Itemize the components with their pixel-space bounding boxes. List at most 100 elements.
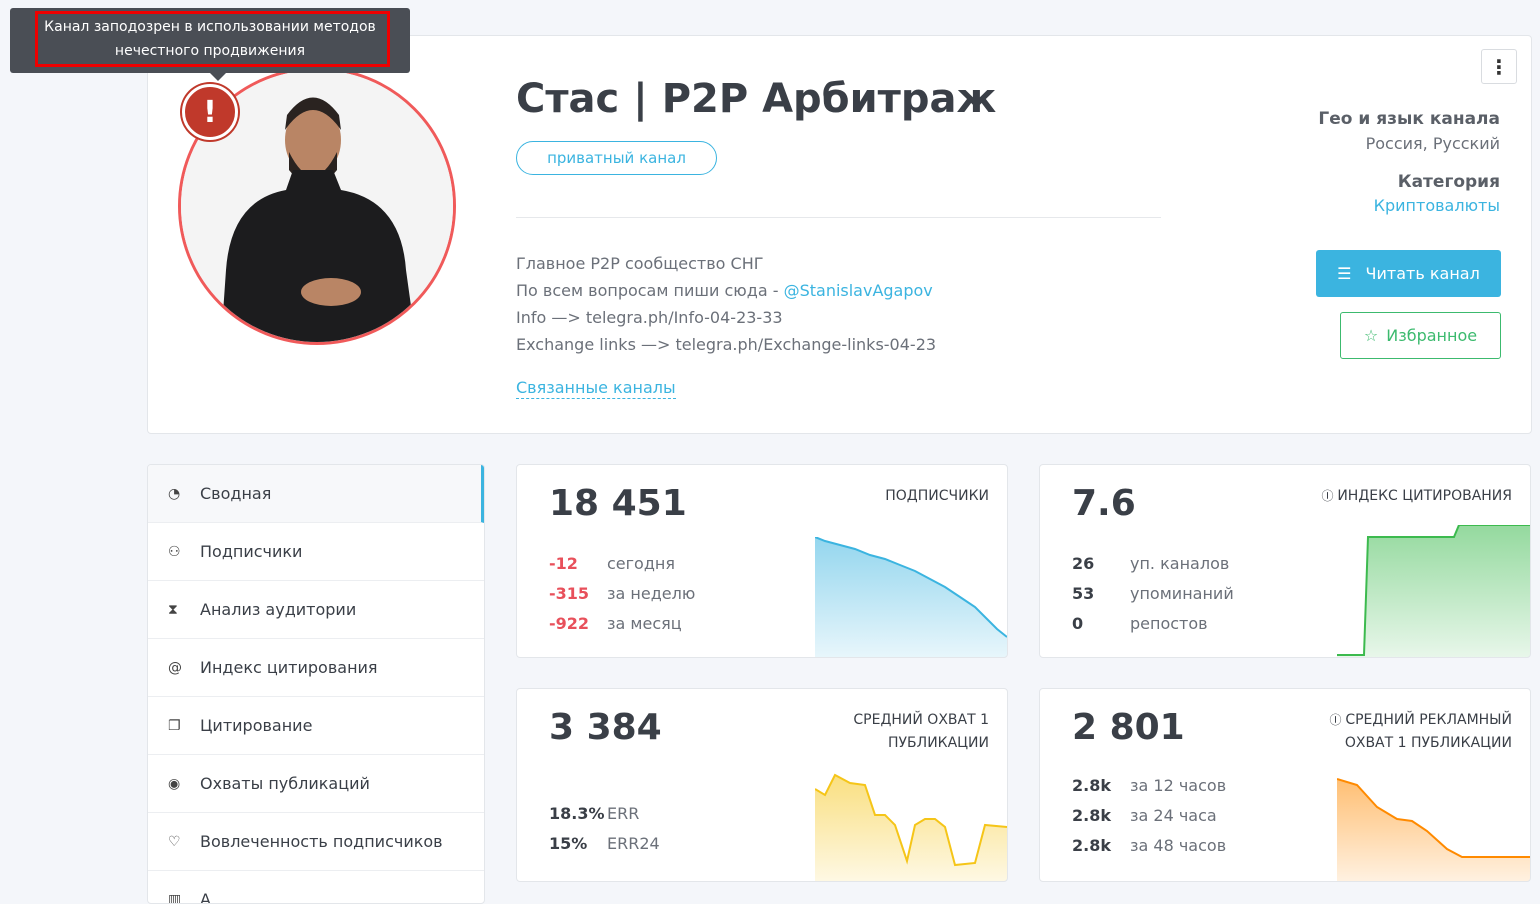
sidebar-nav: ◔Сводная⚇Подписчики⧗Анализ аудитории@Инд…	[147, 464, 485, 904]
desc-line: Exchange links —> telegra.ph/Exchange-li…	[516, 331, 936, 358]
card-title-text: средний рекламный охват 1 публикации	[1345, 712, 1512, 751]
favorite-button[interactable]: ☆ Избранное	[1340, 312, 1501, 359]
stat-label: репостов	[1130, 614, 1208, 633]
sidebar-item[interactable]: ⚇Подписчики	[148, 523, 484, 581]
favorite-label: Избранное	[1386, 326, 1477, 345]
sparkline-chart	[1337, 777, 1530, 881]
read-channel-button[interactable]: ☰ Читать канал	[1316, 250, 1501, 297]
sidebar-item[interactable]: ⧗Анализ аудитории	[148, 581, 484, 639]
stat-value: 18.3%	[549, 799, 607, 829]
stat-row: 15%ERR24	[549, 829, 660, 859]
category-link[interactable]: Криптовалюты	[1374, 196, 1500, 215]
card-title: средний охват 1 публикации	[769, 709, 989, 755]
avg-ad-reach-card[interactable]: 2 801 ⓘ средний рекламный охват 1 публик…	[1039, 688, 1531, 882]
stat-value: -315	[549, 579, 607, 609]
sidebar-item-label: Анализ аудитории	[200, 600, 356, 619]
stat-label: за 48 часов	[1130, 836, 1226, 855]
sidebar-item-label: А	[200, 890, 211, 904]
category-label: Категория	[1398, 172, 1500, 192]
sidebar-item[interactable]: ◔Сводная	[148, 465, 484, 523]
private-channel-badge[interactable]: приватный канал	[516, 141, 717, 175]
stat-row: 18.3%ERR	[549, 799, 660, 829]
stat-value: 2.8k	[1072, 801, 1130, 831]
help-icon[interactable]: ⓘ	[1321, 489, 1337, 503]
fraud-warning-tooltip: Канал заподозрен в использовании методов…	[10, 8, 410, 73]
stat-value: 2.8k	[1072, 771, 1130, 801]
stat-label: за неделю	[607, 584, 695, 603]
dashboard-icon: ◔	[168, 486, 200, 502]
warning-icon[interactable]: !	[182, 84, 238, 140]
star-icon: ☆	[1364, 326, 1378, 345]
stat-value: 0	[1072, 609, 1130, 639]
chart-icon: ▥	[168, 892, 200, 904]
card-title-text: индекс цитирования	[1337, 488, 1512, 504]
sidebar-item-label: Охваты публикаций	[200, 774, 370, 793]
card-main-value: 7.6	[1072, 483, 1136, 524]
stat-label: за месяц	[607, 614, 682, 633]
card-title: ⓘ средний рекламный охват 1 публикации	[1292, 709, 1512, 755]
desc-text: По всем вопросам пиши сюда -	[516, 281, 784, 300]
sidebar-item[interactable]: ▥А	[148, 871, 484, 904]
sidebar-item[interactable]: ❐Цитирование	[148, 697, 484, 755]
card-title: ⓘ индекс цитирования	[1321, 485, 1512, 508]
sidebar-item[interactable]: ◉Охваты публикаций	[148, 755, 484, 813]
stat-value: 53	[1072, 579, 1130, 609]
geo-value: Россия, Русский	[1366, 134, 1500, 153]
sidebar-item-label: Цитирование	[200, 716, 312, 735]
related-channels-link[interactable]: Связанные каналы	[516, 378, 676, 399]
card-title-text: подписчики	[885, 488, 989, 504]
sparkline-area	[815, 775, 1007, 881]
sidebar-item[interactable]: ♡Вовлеченность подписчиков	[148, 813, 484, 871]
sidebar-item-label: Индекс цитирования	[200, 658, 378, 677]
channel-title: Стас | P2P Арбитраж	[516, 76, 996, 122]
sparkline-chart	[815, 537, 1007, 657]
kebab-icon: ⋮	[1489, 55, 1509, 79]
stat-value: -12	[549, 549, 607, 579]
card-title: подписчики	[885, 485, 989, 508]
divider	[516, 217, 1161, 218]
read-label: Читать канал	[1366, 264, 1480, 283]
sparkline-chart	[815, 773, 1007, 881]
users-icon: ⚇	[168, 544, 200, 560]
stat-label: ERR24	[607, 834, 660, 853]
card-main-value: 3 384	[549, 707, 662, 748]
desc-line: По всем вопросам пиши сюда - @StanislavA…	[516, 277, 936, 304]
channel-description: Главное P2P сообщество СНГ По всем вопро…	[516, 250, 936, 358]
contact-link[interactable]: @StanislavAgapov	[784, 281, 933, 300]
sidebar-item-label: Сводная	[200, 484, 271, 503]
stat-label: упоминаний	[1130, 584, 1234, 603]
at-icon: @	[168, 660, 200, 676]
sidebar-item[interactable]: @Индекс цитирования	[148, 639, 484, 697]
sparkline-chart	[1337, 525, 1530, 657]
quote-icon: ❐	[168, 718, 200, 734]
stat-value: 15%	[549, 829, 607, 859]
stat-value: 26	[1072, 549, 1130, 579]
sidebar-item-label: Вовлеченность подписчиков	[200, 832, 443, 851]
stat-value: -922	[549, 609, 607, 639]
stat-label: ERR	[607, 804, 639, 823]
hourglass-icon: ⧗	[168, 602, 200, 618]
help-icon[interactable]: ⓘ	[1329, 713, 1345, 727]
more-menu-button[interactable]: ⋮	[1481, 49, 1517, 84]
list-icon: ☰	[1337, 264, 1351, 283]
card-main-value: 2 801	[1072, 707, 1185, 748]
sidebar-item-label: Подписчики	[200, 542, 302, 561]
geo-label: Гео и язык канала	[1318, 109, 1500, 129]
stat-label: сегодня	[607, 554, 675, 573]
stat-label: уп. каналов	[1130, 554, 1229, 573]
sparkline-area	[815, 537, 1007, 657]
avg-reach-card[interactable]: 3 384 средний охват 1 публикации 18.3%ER…	[516, 688, 1008, 882]
